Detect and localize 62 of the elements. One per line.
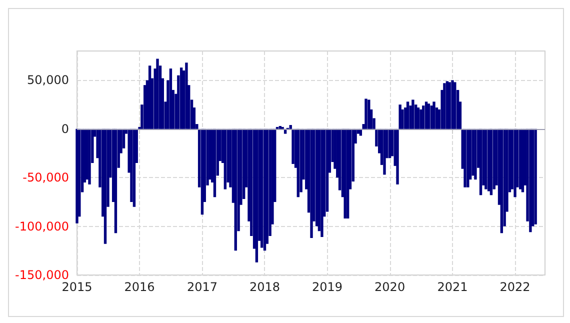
bar (424, 102, 428, 129)
x-tick-label: 2018 (249, 280, 280, 294)
bar (213, 128, 216, 198)
bar (234, 128, 237, 251)
bar (104, 128, 107, 244)
bar (346, 128, 350, 219)
x-tick-label: 2015 (62, 280, 92, 294)
bar (132, 128, 136, 207)
bar (185, 62, 188, 129)
bar (76, 128, 78, 224)
bar (432, 102, 436, 129)
bar (474, 128, 477, 180)
y-tick-label: -50,000 (22, 170, 69, 185)
bar (518, 128, 522, 190)
bar (263, 128, 266, 251)
bar (88, 128, 91, 184)
x-tick-label: 2022 (500, 280, 530, 294)
x-tick-label: 2016 (124, 280, 155, 294)
bar (200, 128, 204, 215)
bar (292, 128, 294, 164)
bar (114, 128, 118, 234)
x-tick-label: 2020 (374, 280, 406, 294)
bar (514, 128, 516, 198)
bar (416, 107, 420, 129)
bar (454, 82, 456, 129)
bar (169, 68, 172, 129)
bar (364, 98, 368, 129)
bar (466, 128, 470, 188)
bar (320, 128, 324, 238)
bar (479, 128, 482, 196)
bar (500, 128, 504, 234)
bar (224, 128, 227, 190)
y-tick-label: -100,000 (15, 219, 69, 234)
bar (368, 100, 370, 129)
bar (472, 128, 474, 176)
y-tick-label: 50,000 (27, 73, 69, 88)
bar (406, 102, 410, 129)
bar (412, 100, 414, 129)
bar (529, 128, 532, 232)
bar (422, 106, 425, 129)
bar (383, 128, 386, 175)
bar (443, 83, 446, 129)
bar (427, 104, 430, 129)
bar (448, 82, 451, 129)
x-tick-label: 2019 (312, 280, 343, 294)
bar (260, 128, 264, 248)
y-tick-label: -150,000 (15, 268, 69, 282)
x-tick-label: 2021 (437, 280, 468, 294)
bar (180, 68, 183, 129)
bar (296, 128, 300, 198)
bar (420, 109, 422, 129)
bar (255, 128, 258, 262)
y-tick-label: 0 (61, 122, 69, 136)
bar (487, 128, 490, 192)
bar (534, 128, 537, 224)
bar (451, 80, 454, 129)
bar (490, 128, 493, 196)
x-tick-label: 2017 (186, 280, 218, 294)
bar (464, 128, 466, 188)
bar (484, 128, 488, 190)
bar (156, 58, 159, 129)
bar (310, 128, 313, 238)
